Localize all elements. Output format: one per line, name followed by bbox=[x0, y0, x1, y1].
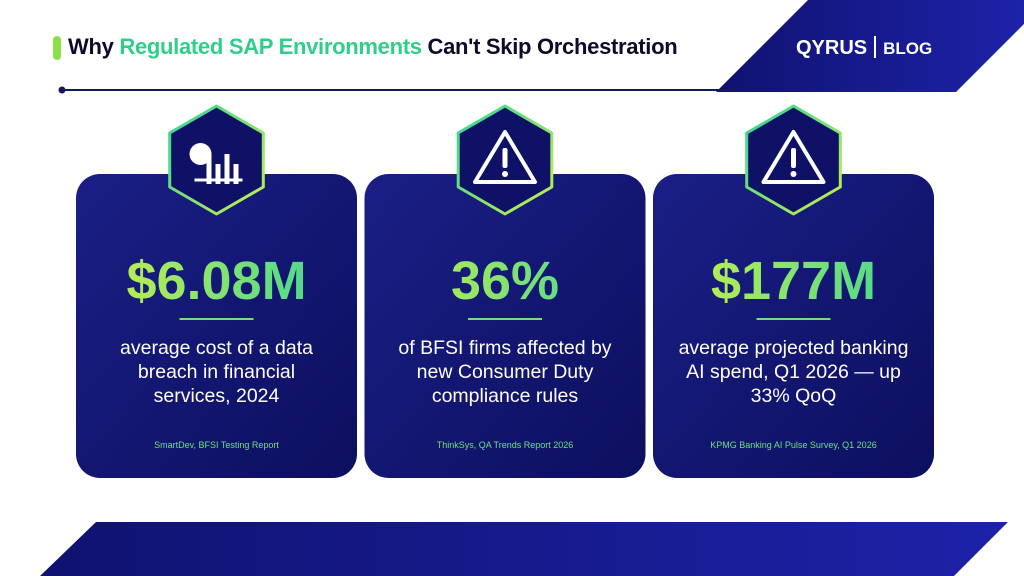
icon-dot bbox=[502, 171, 508, 177]
icon-warning bbox=[473, 130, 537, 184]
icon-bar bbox=[206, 154, 212, 184]
logo: QYRUS bbox=[796, 37, 868, 59]
footer-banner bbox=[40, 522, 1008, 576]
icon-mark bbox=[502, 148, 508, 168]
stat-source: ThinkSys, QA Trends Report 2026 bbox=[436, 440, 574, 450]
icon-bag bbox=[189, 143, 212, 165]
title-lead: Why bbox=[68, 34, 114, 59]
title-pill bbox=[53, 36, 61, 60]
title: Why Regulated SAP Environments Can't Ski… bbox=[68, 34, 678, 60]
brand: QYRUS BLOG bbox=[796, 36, 932, 60]
card bbox=[76, 174, 357, 478]
icon-bar bbox=[224, 154, 230, 184]
card bbox=[653, 174, 934, 478]
stat-value: $177M bbox=[653, 250, 934, 312]
stat-source: SmartDev, BFSI Testing Report bbox=[154, 440, 279, 450]
icon-bar bbox=[215, 164, 221, 184]
icon-mark bbox=[791, 148, 796, 168]
stat-description: of BFSI firms affected by new Consumer D… bbox=[398, 337, 612, 407]
title-tail: Can't Skip Orchestration bbox=[427, 34, 678, 59]
icon-bar bbox=[233, 164, 239, 184]
icon-hexagon bbox=[168, 104, 265, 216]
stat-description: average projected banking AI spend, Q1 2… bbox=[678, 337, 909, 407]
card bbox=[364, 174, 646, 478]
stat-description: average cost of a data breach in financi… bbox=[120, 337, 313, 407]
divider-dot bbox=[58, 86, 66, 94]
section-label: BLOG bbox=[883, 39, 933, 58]
stat-value: 36% bbox=[365, 250, 646, 312]
stat-value: $6.08M bbox=[76, 250, 357, 312]
icon-warning bbox=[761, 130, 826, 184]
stat-source: KPMG Banking AI Pulse Survey, Q1 2026 bbox=[710, 440, 877, 450]
title-highlight: Regulated SAP Environments bbox=[119, 34, 422, 59]
corner-banner bbox=[716, 0, 1024, 92]
icon-dot bbox=[790, 171, 797, 177]
